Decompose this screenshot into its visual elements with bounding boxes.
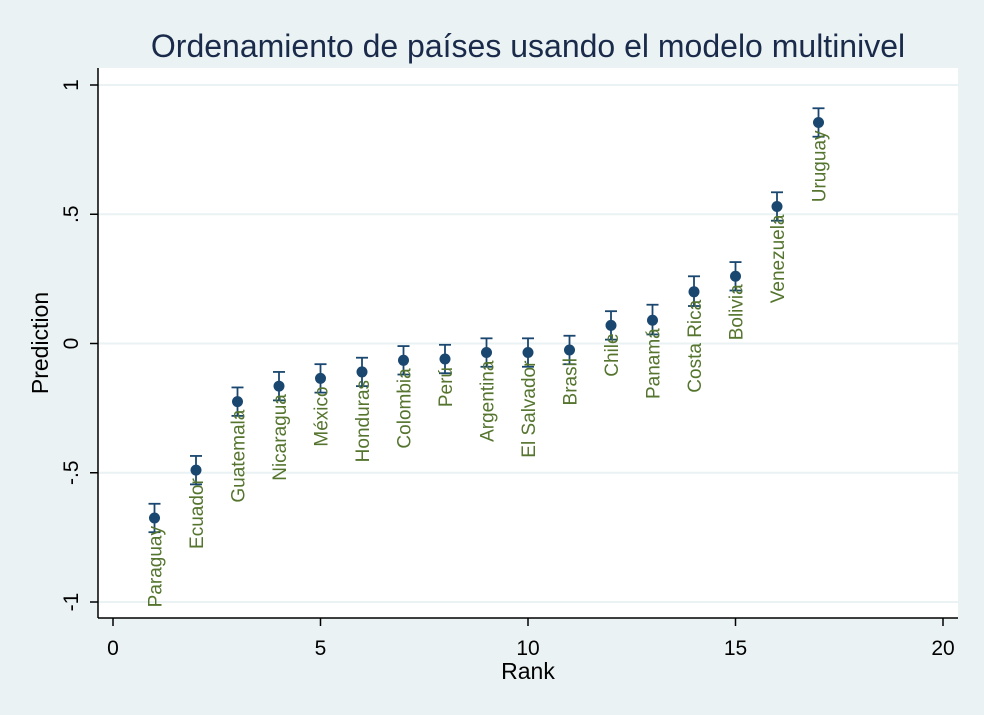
x-tick-label: 15 <box>724 637 747 660</box>
point-label: Colombia <box>395 368 416 449</box>
chart-title: Ordenamiento de países usando el modelo … <box>151 28 905 64</box>
point-label: Nicaragua <box>270 394 291 481</box>
data-series: Paraguay Ecuador Guatemala Nicaragua México H… <box>146 107 831 607</box>
data-point <box>149 512 160 524</box>
data-point-group: Bolivia <box>727 261 748 340</box>
point-label: Bolivia <box>727 284 748 340</box>
y-tick-label: -1 <box>60 593 83 612</box>
data-point-group: Argentina <box>478 337 499 442</box>
y-tick-label: -.5 <box>60 460 83 485</box>
point-label: Costa Rica <box>685 299 706 392</box>
point-label: Venezuela <box>768 214 789 303</box>
data-point <box>771 200 783 212</box>
data-point-group: Honduras <box>353 356 374 462</box>
data-point-group: Venezuela <box>768 191 789 303</box>
data-point <box>356 366 368 378</box>
data-point-group: Brasil <box>561 334 582 406</box>
x-tick-label: 20 <box>931 637 954 660</box>
data-point <box>232 396 243 408</box>
data-point <box>439 353 451 365</box>
x-tick-label: 5 <box>315 637 327 660</box>
y-tick-label: 0 <box>60 338 83 350</box>
y-tick-label: .5 <box>60 205 83 223</box>
data-point-group: México <box>312 363 333 447</box>
data-point <box>398 354 409 366</box>
point-label: Uruguay <box>810 130 831 202</box>
point-label: El Salvador <box>519 360 540 458</box>
data-point-group: Colombia <box>395 345 416 449</box>
data-point <box>647 314 658 326</box>
point-label: México <box>312 386 333 446</box>
point-label: Guatemala <box>229 409 250 502</box>
data-point-group: Paraguay <box>146 502 167 607</box>
data-point <box>730 270 741 282</box>
point-label: Paraguay <box>146 525 167 607</box>
data-point-group: Uruguay <box>810 107 831 202</box>
data-point <box>688 286 700 298</box>
point-label: Honduras <box>353 380 374 462</box>
data-point <box>522 347 534 359</box>
point-label: Argentina <box>478 360 499 442</box>
x-axis-title: Rank <box>501 658 555 684</box>
data-point <box>273 380 285 392</box>
x-tick-label: 10 <box>516 637 539 660</box>
data-point-group: Ecuador <box>187 455 208 549</box>
data-point <box>564 344 575 356</box>
y-axis-title: Prediction <box>27 292 53 394</box>
data-point-group: El Salvador <box>519 337 540 458</box>
axes: -1-.50.510 5 10 15 20 <box>60 79 955 660</box>
y-tick-label: 1 <box>60 79 83 91</box>
data-point <box>605 319 617 331</box>
data-point-group: Panamá <box>644 303 665 399</box>
point-label: Ecuador <box>187 478 208 549</box>
point-label: Brasil <box>561 358 582 406</box>
x-tick-label: 0 <box>107 637 119 660</box>
data-point <box>315 372 326 384</box>
point-label: Perú <box>436 367 457 407</box>
data-point <box>190 464 202 476</box>
data-point-group: Perú <box>436 343 457 407</box>
data-point <box>813 116 824 128</box>
data-point-group: Guatemala <box>229 386 250 503</box>
point-label: Panamá <box>644 328 665 399</box>
data-point <box>481 347 492 359</box>
data-point-group: Chile <box>602 310 623 377</box>
point-label: Chile <box>602 333 623 376</box>
data-point-group: Nicaragua <box>270 371 291 481</box>
data-point-group: Costa Rica <box>685 275 706 393</box>
